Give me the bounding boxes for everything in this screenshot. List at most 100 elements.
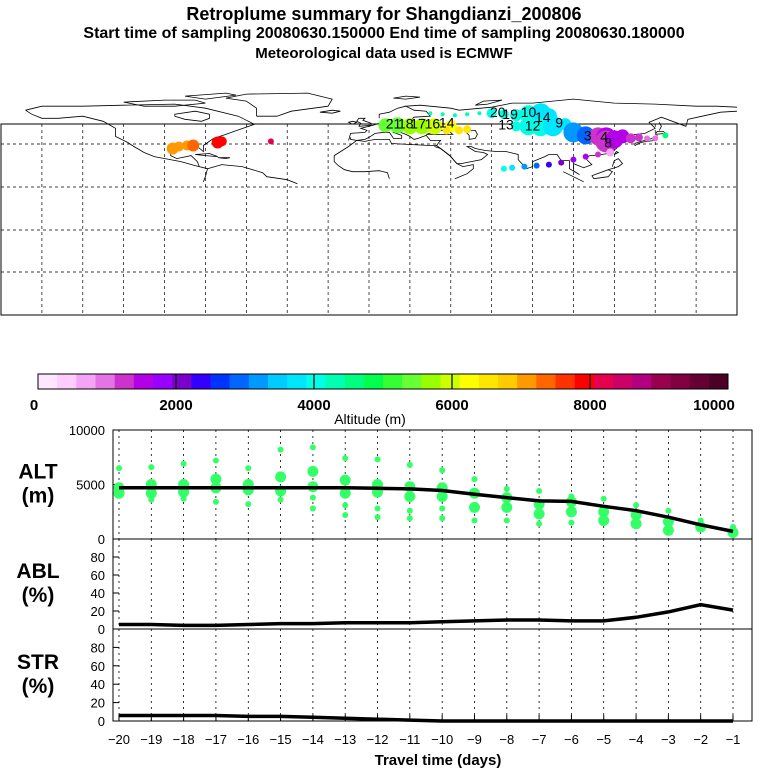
trajectory-point [452, 113, 457, 118]
altitude-point [307, 465, 319, 477]
trajectory-point [173, 141, 184, 152]
colorbar-swatch [76, 374, 96, 389]
x-tick-label: −11 [399, 732, 420, 747]
x-tick-label: −17 [205, 732, 227, 747]
colorbar-swatch [708, 374, 729, 389]
altitude-point [665, 507, 672, 514]
colorbar-swatch [268, 374, 288, 389]
chart-title: Retroplume summary for Shangdianzi_20080… [186, 4, 582, 24]
trajectory-point [498, 109, 509, 120]
colorbar-swatch [172, 374, 192, 389]
altitude-point [501, 501, 513, 513]
trajectory-point [509, 164, 516, 171]
coastline-segment [454, 163, 474, 180]
trajectory-day-label: 12 [525, 117, 541, 133]
x-tick-label: −14 [302, 732, 324, 747]
trajectory-point [401, 118, 418, 135]
panel-unit-label: (m) [22, 485, 55, 508]
coastline-segment [658, 122, 662, 131]
altitude-point [471, 517, 478, 524]
altitude-point [565, 506, 577, 518]
x-tick-label: −16 [237, 732, 259, 747]
trajectory-point [511, 121, 522, 132]
y-tick-label: 20 [91, 604, 105, 619]
altitude-colorbar: 0 2000 4000 6000 8000 10000 [30, 373, 735, 414]
altitude-point [568, 519, 575, 526]
altitude-point [374, 456, 381, 463]
coastline-segment [333, 140, 390, 179]
coastline-segment [613, 150, 620, 155]
panel-label: STR [17, 651, 59, 674]
coastline-segment [174, 110, 210, 122]
colorbar-swatch [57, 374, 77, 389]
y-tick-label: 40 [91, 586, 105, 601]
panel-label: ABL [16, 560, 59, 583]
coastline-segment [356, 117, 372, 127]
trajectory-point [414, 118, 431, 135]
coastline-segment [347, 120, 358, 125]
trajectory-point [465, 112, 470, 117]
coastline-segment [348, 98, 738, 141]
trajectory-point [543, 116, 563, 137]
altitude-point [406, 461, 413, 468]
trajectory-point [634, 133, 643, 142]
altitude-point [536, 520, 543, 527]
colorbar-swatch [133, 374, 154, 389]
trajectory-point [545, 161, 552, 168]
met-data-source: Meteorological data used is ECMWF [255, 45, 513, 62]
trajectory-point [442, 126, 451, 135]
trajectory-day-label: 19 [502, 106, 518, 122]
altitude-point [339, 474, 351, 486]
trajectory-day-label: 14 [535, 109, 551, 125]
x-tick-label: −3 [661, 732, 676, 747]
panel-unit-label: (%) [22, 584, 55, 607]
panel-label: ALT [18, 461, 57, 484]
altitude-point [406, 507, 413, 514]
y-tick-label: 0 [98, 714, 105, 729]
altitude-point [600, 495, 607, 502]
panel-alt: 10000 5000 0 ALT(m) [18, 423, 753, 547]
altitude-point [245, 465, 252, 472]
x-tick-label: −12 [366, 732, 388, 747]
y-tick-label: 80 [91, 550, 105, 565]
time-series-panels: 1000050000ALT(m)806040200ABL(%)806040200… [16, 423, 753, 747]
altitude-point [342, 502, 349, 509]
panel-abl: 80 60 40 20 0 ABL(%) [16, 538, 753, 637]
sampling-time-range: Start time of sampling 20080630.150000 E… [83, 25, 685, 42]
colorbar-swatch [613, 374, 633, 389]
trajectory-points [166, 103, 669, 172]
altitude-median-line [119, 486, 734, 534]
str-line [119, 713, 733, 723]
altitude-point [633, 502, 640, 509]
altitude-point [439, 467, 446, 474]
altitude-point [533, 508, 545, 520]
trajectory-point [644, 135, 650, 142]
colorbar-tick-label: 8000 [573, 397, 606, 414]
colorbar-swatch [555, 374, 575, 389]
trajectory-point [463, 125, 472, 134]
altitude-point [113, 487, 125, 499]
trajectory-point [267, 138, 274, 145]
trajectory-day-label: 9 [555, 114, 563, 130]
altitude-point [374, 505, 381, 512]
coastline-segment [25, 103, 256, 170]
coastline-segment [207, 164, 298, 185]
trajectory-point [652, 135, 659, 142]
colorbar-tick-label: 6000 [435, 397, 468, 414]
trajectory-point [428, 111, 433, 116]
colorbar-swatch [344, 374, 365, 389]
altitude-point [180, 495, 187, 502]
colorbar-swatch [363, 374, 384, 389]
trajectory-point [662, 132, 669, 139]
altitude-point [277, 496, 284, 503]
trajectory-point [570, 156, 577, 163]
altitude-point [598, 515, 610, 526]
colorbar-swatch [536, 374, 556, 389]
altitude-point [212, 457, 219, 464]
colorbar-swatch [287, 374, 307, 389]
coastline-segment [475, 99, 503, 106]
trajectory-day-label: 21 [386, 115, 402, 131]
coastline-segment [184, 92, 237, 100]
